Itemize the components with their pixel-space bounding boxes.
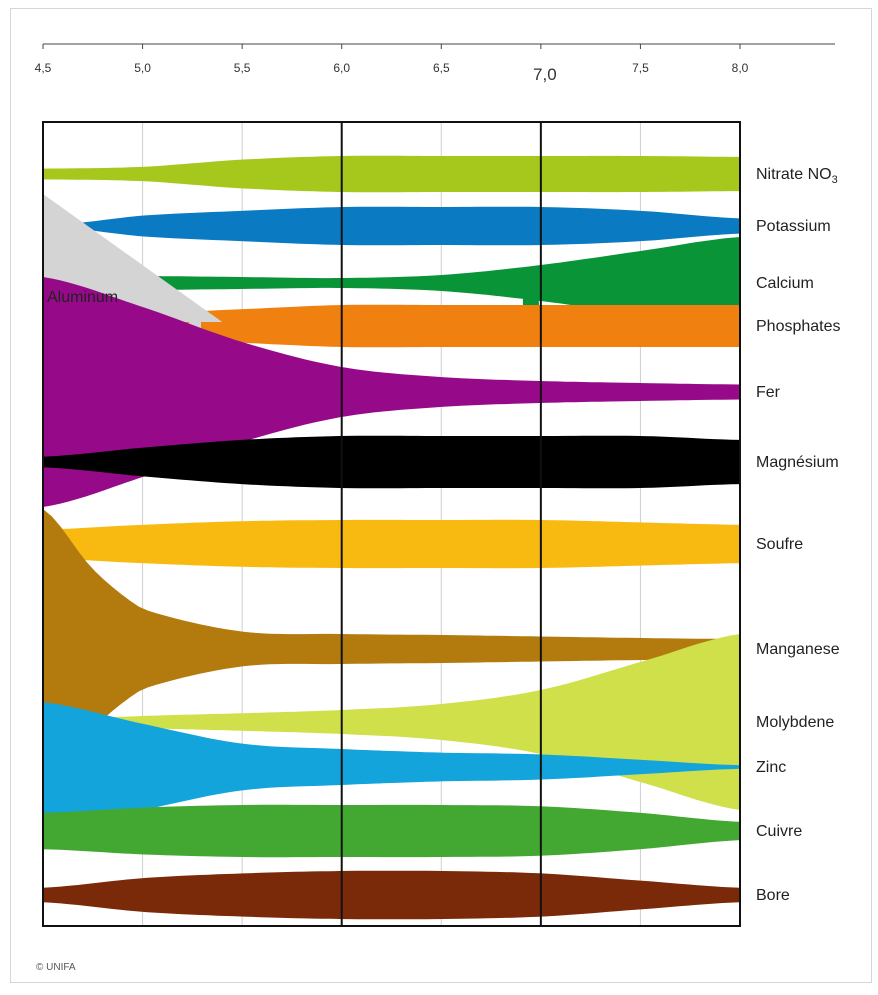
label-potassium: Potassium <box>756 218 831 235</box>
credit-text: © UNIFA <box>36 962 76 973</box>
tick-label: 7,0 <box>533 65 557 84</box>
band-potassium <box>62 206 740 246</box>
tick-label: 4,5 <box>35 61 52 75</box>
band-molybdene <box>43 634 740 810</box>
band-zinc <box>43 702 740 832</box>
label-zinc: Zinc <box>756 759 786 776</box>
band-bore <box>43 870 740 920</box>
band-manganese <box>43 509 740 789</box>
calcium-notch <box>522 291 539 305</box>
aluminum-label: Aluminum <box>47 289 118 306</box>
label-phosphates: Phosphates <box>756 318 841 335</box>
bands <box>43 155 740 920</box>
label-soufre: Soufre <box>756 536 803 553</box>
tick-label: 5,0 <box>134 61 151 75</box>
label-magnesium: Magnésium <box>756 454 839 471</box>
label-nitrate-no: Nitrate NO3 <box>756 166 838 186</box>
nutrient-labels: Nitrate NO3 Potassium Calcium Phosphates Fer… <box>756 166 841 904</box>
label-calcium: Calcium <box>756 275 814 292</box>
band-magnesium <box>43 435 740 489</box>
tick-label: 7,5 <box>632 61 649 75</box>
ph-axis: 4,5 5,0 5,5 6,0 6,5 7,0 7,5 8,0 <box>35 43 835 84</box>
tick-label: 6,5 <box>433 61 450 75</box>
tick-label: 6,0 <box>333 61 350 75</box>
label-manganese: Manganese <box>756 641 840 658</box>
plot-area: Aluminum <box>42 121 741 927</box>
label-cuivre: Cuivre <box>756 823 802 840</box>
label-subscript: 3 <box>832 174 838 186</box>
label-fer: Fer <box>756 384 781 401</box>
band-soufre <box>43 519 740 569</box>
tick-label: 8,0 <box>732 61 749 75</box>
band-cuivre <box>43 804 740 858</box>
plot-frame <box>42 121 741 927</box>
band-nitrate-no <box>43 155 740 193</box>
aluminum-tooth <box>189 320 201 329</box>
label-molybdene: Molybdene <box>756 714 834 731</box>
tick-label: 5,5 <box>234 61 251 75</box>
label-bore: Bore <box>756 887 790 904</box>
